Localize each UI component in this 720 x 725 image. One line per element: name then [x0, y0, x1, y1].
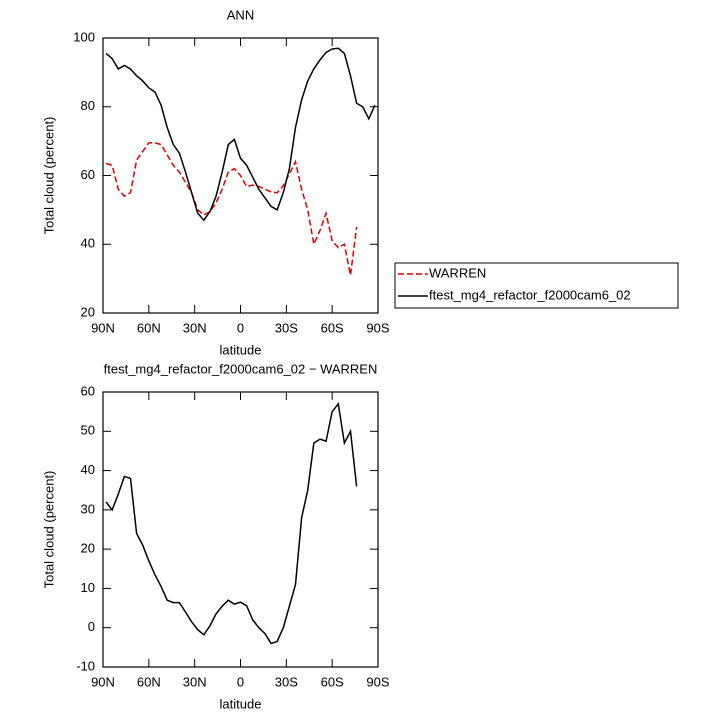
y-tick-label: 60 [81, 167, 95, 182]
data-line [105, 142, 358, 276]
y-axis-label: Total cloud (percent) [41, 471, 56, 589]
x-tick-label: 60N [137, 320, 161, 335]
y-tick-label: 40 [81, 462, 95, 477]
x-tick-label: 60S [321, 320, 344, 335]
y-tick-label: 20 [81, 541, 95, 556]
y-tick-label: 30 [81, 501, 95, 516]
plot-frame [102, 391, 379, 668]
data-line [105, 401, 358, 645]
x-tick-label: 30S [275, 320, 298, 335]
x-tick-label: 90S [366, 674, 389, 689]
y-tick-label: 40 [81, 236, 95, 251]
legend-label: WARREN [429, 265, 486, 280]
y-tick-label: -10 [76, 658, 95, 673]
y-axis-label: Total cloud (percent) [41, 117, 56, 235]
x-tick-label: 60S [321, 674, 344, 689]
x-tick-label: 90N [91, 674, 115, 689]
chart-title: ftest_mg4_refactor_f2000cam6_02 − WARREN [104, 361, 378, 376]
y-tick-label: 50 [81, 423, 95, 438]
y-tick-label: 10 [81, 580, 95, 595]
x-tick-label: 60N [137, 674, 161, 689]
x-tick-label: 0 [237, 320, 244, 335]
chart-title: ANN [227, 7, 254, 22]
x-tick-label: 90S [366, 320, 389, 335]
data-line [105, 47, 376, 222]
y-tick-label: 60 [81, 383, 95, 398]
x-axis-label: latitude [220, 696, 262, 711]
x-tick-label: 90N [91, 320, 115, 335]
y-tick-label: 80 [81, 98, 95, 113]
plot-frame [102, 37, 379, 314]
y-tick-label: 100 [73, 29, 95, 44]
y-tick-label: 0 [88, 619, 95, 634]
y-tick-label: 20 [81, 304, 95, 319]
x-tick-label: 30N [183, 674, 207, 689]
legend-label: ftest_mg4_refactor_f2000cam6_02 [429, 287, 631, 302]
x-tick-label: 30N [183, 320, 207, 335]
x-tick-label: 0 [237, 674, 244, 689]
x-tick-label: 30S [275, 674, 298, 689]
legend-box [394, 262, 679, 309]
x-axis-label: latitude [220, 342, 262, 357]
